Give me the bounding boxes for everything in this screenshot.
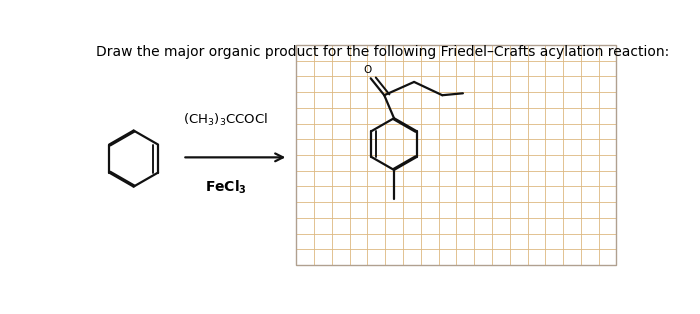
Text: Draw the major organic product for the following Friedel–Crafts acylation reacti: Draw the major organic product for the f… [96, 45, 669, 59]
Text: $\left(\mathregular{CH_3}\right)_3\mathregular{CCOCl}$: $\left(\mathregular{CH_3}\right)_3\mathr… [183, 112, 268, 128]
Text: O: O [363, 65, 372, 75]
Bar [296, 45, 617, 265]
Text: $\mathregular{FeCl_3}$: $\mathregular{FeCl_3}$ [205, 179, 247, 196]
